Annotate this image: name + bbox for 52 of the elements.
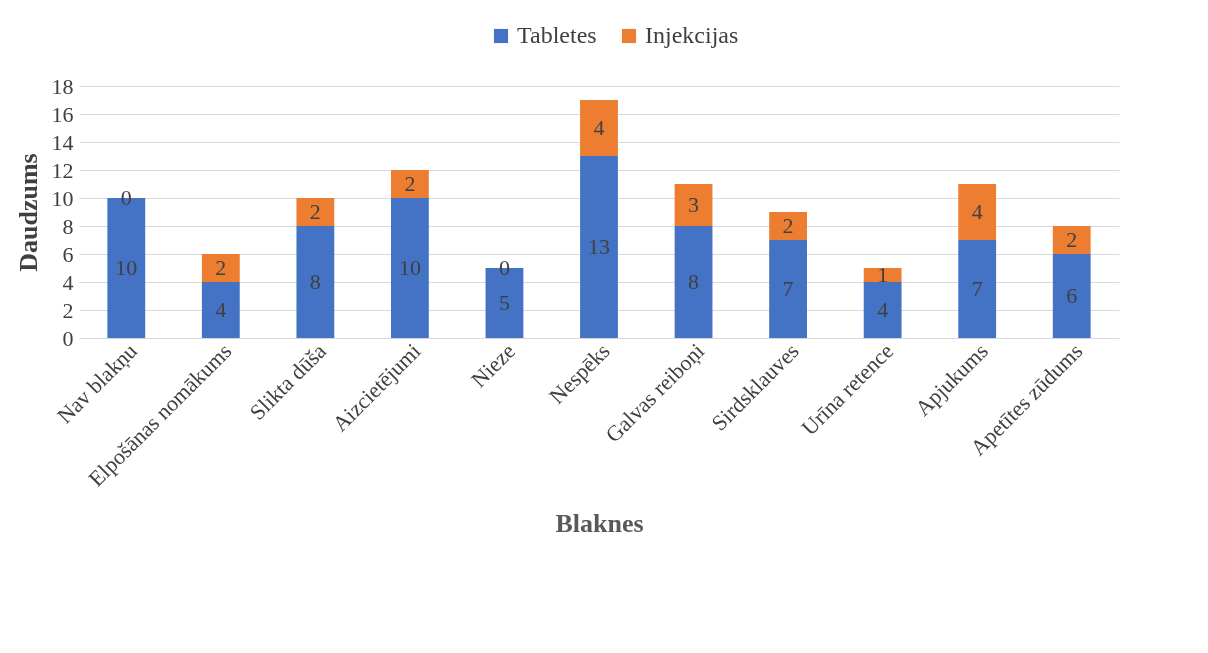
data-label: 8 xyxy=(309,269,321,294)
data-label: 10 xyxy=(115,255,138,280)
data-label: 2 xyxy=(215,255,227,280)
y-tick-label: 18 xyxy=(51,73,74,99)
y-tick-label: 14 xyxy=(51,129,74,155)
bar xyxy=(391,170,429,198)
y-tick-label: 2 xyxy=(62,297,74,323)
bar xyxy=(580,156,618,338)
bar xyxy=(201,254,240,282)
data-label: 2 xyxy=(404,171,416,196)
y-tick-label: 4 xyxy=(62,269,74,295)
data-label: 8 xyxy=(688,269,700,294)
bar xyxy=(958,240,997,338)
legend-label: Injekcijas xyxy=(645,22,739,48)
bar xyxy=(674,184,713,226)
data-label: 7 xyxy=(782,276,794,301)
data-label: 1 xyxy=(877,262,889,287)
y-tick-label: 16 xyxy=(51,101,74,127)
y-axis-title: Daudzums xyxy=(13,153,43,272)
data-label: 5 xyxy=(498,290,510,315)
data-label: 13 xyxy=(588,234,610,259)
data-label: 7 xyxy=(971,276,983,301)
data-label: 4 xyxy=(215,297,227,322)
data-label: 6 xyxy=(1066,283,1078,308)
data-label: 4 xyxy=(877,297,889,322)
bar xyxy=(863,282,902,338)
y-tick-label: 0 xyxy=(62,325,74,351)
data-label: 10 xyxy=(398,255,421,280)
bar xyxy=(674,226,713,338)
bar xyxy=(201,282,240,338)
bar xyxy=(1052,226,1091,254)
bar xyxy=(863,268,902,282)
data-label: 2 xyxy=(1066,227,1078,252)
bar xyxy=(391,198,429,338)
data-label: 4 xyxy=(593,115,605,140)
data-label: 2 xyxy=(782,213,794,238)
y-tick-label: 12 xyxy=(51,157,74,183)
bar xyxy=(296,198,335,226)
x-axis-title: Blaknes xyxy=(555,508,644,538)
legend-label: Tabletes xyxy=(517,22,597,48)
data-label: 4 xyxy=(971,199,983,224)
data-label: 3 xyxy=(688,192,700,217)
data-label: 2 xyxy=(309,199,321,224)
bar xyxy=(1052,254,1091,338)
bar xyxy=(580,100,618,156)
y-tick-label: 6 xyxy=(62,241,74,267)
bar xyxy=(769,240,807,338)
bar xyxy=(769,212,807,240)
bar xyxy=(958,184,997,240)
y-tick-label: 8 xyxy=(62,213,74,239)
y-tick-label: 10 xyxy=(51,185,74,211)
bar xyxy=(296,226,335,338)
